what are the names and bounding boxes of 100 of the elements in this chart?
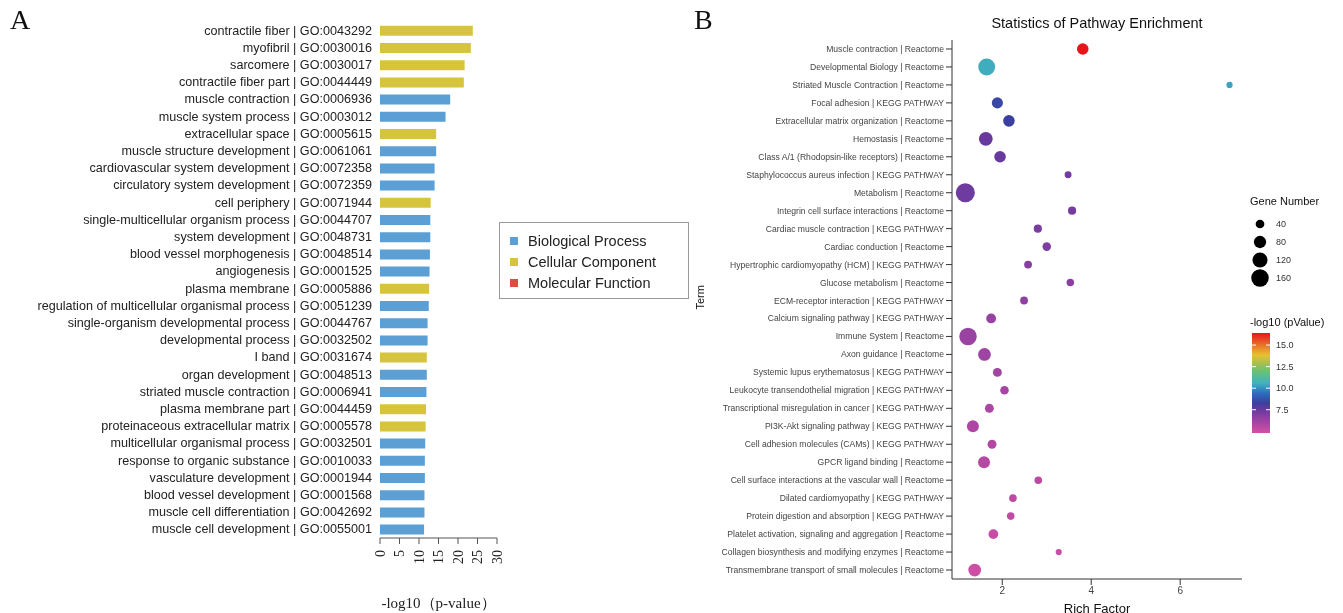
chart-title: Statistics of Pathway Enrichment	[990, 15, 1204, 31]
y-tick-label: plasma membrane part | GO:0044459	[160, 402, 372, 416]
y-tick-label: Glucose metabolism | Reactome	[819, 277, 945, 288]
color-bar-label: 7.5	[1276, 404, 1289, 415]
y-tick-label: single-multicellular organism process | GO:0044707	[83, 212, 372, 227]
x-tick-label: 5	[392, 550, 407, 557]
y-tick-label: Dilated cardiomyopathy | KEGG PATHWAY	[779, 493, 945, 504]
y-tick-label: Protein digestion and absorption | KEGG PATHWAY	[746, 511, 945, 522]
x-tick-label: 6	[1177, 585, 1184, 597]
y-tick-label: organ development | GO:0048513	[181, 367, 372, 382]
y-tick-label: Metabolism | Reactome	[853, 187, 945, 198]
text: A	[10, 4, 31, 36]
y-tick-label: circulatory system development | GO:0072359	[113, 178, 372, 193]
y-tick-label: Class A/1 (Rhodopsin-like receptors) | Reactome	[758, 151, 945, 162]
x-tick-label: 2	[999, 585, 1006, 597]
y-tick-label: vasculature development | GO:0001944	[149, 470, 372, 485]
y-tick-label: Developmental Biology | Reactome	[809, 61, 945, 72]
y-tick-label: Cell surface interactions at the vascular wall | Reactome	[730, 475, 945, 486]
bar	[380, 232, 431, 243]
legend-label: Cellular Component	[528, 253, 657, 270]
y-tick-label: proteinaceous extracellular matrix | GO:0005578	[101, 419, 372, 434]
bar	[380, 472, 425, 483]
y-tick-label: Cell adhesion molecules (CAMs) | KEGG PATHWAY	[744, 439, 945, 450]
y-tick-label: Immune System | Reactome	[835, 331, 945, 342]
y-tick-label: Striated Muscle Contraction | Reactome	[792, 79, 945, 90]
bar	[380, 421, 426, 432]
y-tick-label: Hemostasis | Reactome	[852, 133, 945, 144]
y-tick-label: contractile fiber part | GO:0044449	[179, 75, 372, 90]
x-axis-title: -log10（p-value）	[381, 595, 496, 611]
color-bar-label: 12.5	[1276, 361, 1294, 372]
legend-label: 160	[1276, 273, 1292, 283]
y-tick-label: sarcomere | GO:0030017	[230, 58, 372, 72]
x-axis-title: Rich Factor	[1063, 601, 1131, 613]
x-tick-label: 20	[450, 550, 466, 564]
color-bar-title: -log10 (pValue)	[1250, 316, 1325, 328]
y-tick-label: Cardiac conduction | Reactome	[824, 241, 945, 252]
legend-title: Gene Number	[1250, 195, 1320, 207]
y-tick-label: Staphylococcus aureus infection | KEGG PATHWAY	[746, 169, 945, 180]
y-tick-label: Transcriptional misregulation in cancer | KEGG PATHWAY	[722, 403, 945, 414]
y-tick-label: cell periphery | GO:0071944	[214, 195, 372, 210]
text: B	[694, 4, 713, 36]
y-tick-label: Systemic lupus erythematosus | KEGG PATHWAY	[752, 367, 945, 378]
color-bar-label: 10.0	[1276, 383, 1294, 394]
bar	[380, 404, 427, 415]
x-tick-label: 10	[411, 550, 427, 564]
y-tick-label: Cardiac muscle contraction | KEGG PATHWAY	[765, 223, 945, 234]
y-tick-label: Hypertrophic cardiomyopathy (HCM) | KEGG PATHWAY	[730, 259, 945, 270]
y-tick-label: developmental process | GO:0032502	[160, 333, 372, 348]
y-tick-label: Muscle contraction | Reactome	[826, 43, 945, 54]
y-tick-label: system development | GO:0048731	[174, 230, 372, 244]
bar	[380, 283, 430, 294]
bar	[380, 60, 465, 71]
bar	[380, 455, 425, 466]
y-tick-label: response to organic substance | GO:0010033	[118, 453, 372, 468]
y-tick-label: Axon guidance | Reactome	[840, 349, 945, 360]
y-tick-label: muscle cell differentiation | GO:0042692	[148, 505, 372, 520]
x-tick-label: 0	[372, 550, 388, 557]
legend-label: 80	[1276, 237, 1287, 247]
y-tick-label: Transmembrane transport of small molecules | Reactome	[725, 565, 945, 576]
bar	[380, 214, 431, 225]
bar	[380, 128, 437, 139]
y-tick-label: multicellular organismal process | GO:0032501	[110, 436, 372, 451]
bar	[380, 111, 446, 122]
bar	[380, 507, 425, 518]
bar	[380, 180, 435, 191]
bar	[380, 369, 427, 380]
y-tick-label: Integrin cell surface interactions | Reactome	[776, 205, 945, 216]
bar	[380, 490, 425, 501]
bar	[380, 335, 428, 346]
bar	[380, 318, 428, 329]
legend-label: Biological Process	[528, 232, 647, 249]
y-tick-label: striated muscle contraction | GO:0006941	[139, 384, 372, 399]
y-tick-label: Platelet activation, signaling and aggregation | Reactome	[727, 529, 945, 540]
y-tick-label: cardiovascular system development | GO:0072358	[89, 161, 372, 176]
y-tick-label: extracellular space | GO:0005615	[184, 126, 372, 141]
y-tick-label: angiogenesis | GO:0001525	[215, 264, 372, 279]
bar	[380, 42, 471, 53]
y-tick-label: ECM-receptor interaction | KEGG PATHWAY	[773, 295, 945, 306]
bar	[380, 77, 464, 88]
bar	[380, 163, 435, 174]
bar	[380, 438, 426, 449]
bar	[380, 25, 473, 36]
y-tick-label: regulation of multicellular organismal process | GO:0051239	[37, 298, 372, 313]
y-axis-title: Term	[693, 285, 706, 310]
x-tick-label: 15	[431, 550, 446, 564]
y-tick-label: Calcium signaling pathway | KEGG PATHWAY	[767, 313, 945, 324]
bar	[380, 300, 429, 311]
y-tick-label: Extracellular matrix organization | Reactome	[775, 115, 945, 126]
y-tick-label: blood vessel morphogenesis | GO:0048514	[129, 247, 372, 262]
bar	[380, 352, 427, 363]
y-tick-label: muscle system process | GO:0003012	[158, 109, 372, 124]
legend-label: 40	[1276, 219, 1287, 229]
y-tick-label: muscle contraction | GO:0006936	[184, 92, 372, 107]
y-tick-label: Collagen biosynthesis and modifying enzymes | Reactome	[721, 547, 945, 558]
bar	[380, 386, 427, 397]
bar	[380, 266, 430, 277]
x-tick-label: 30	[489, 550, 505, 564]
y-tick-label: single-organism developmental process | GO:0044767	[67, 316, 372, 330]
x-tick-label: 25	[470, 550, 485, 564]
x-tick-label: 4	[1088, 585, 1095, 597]
